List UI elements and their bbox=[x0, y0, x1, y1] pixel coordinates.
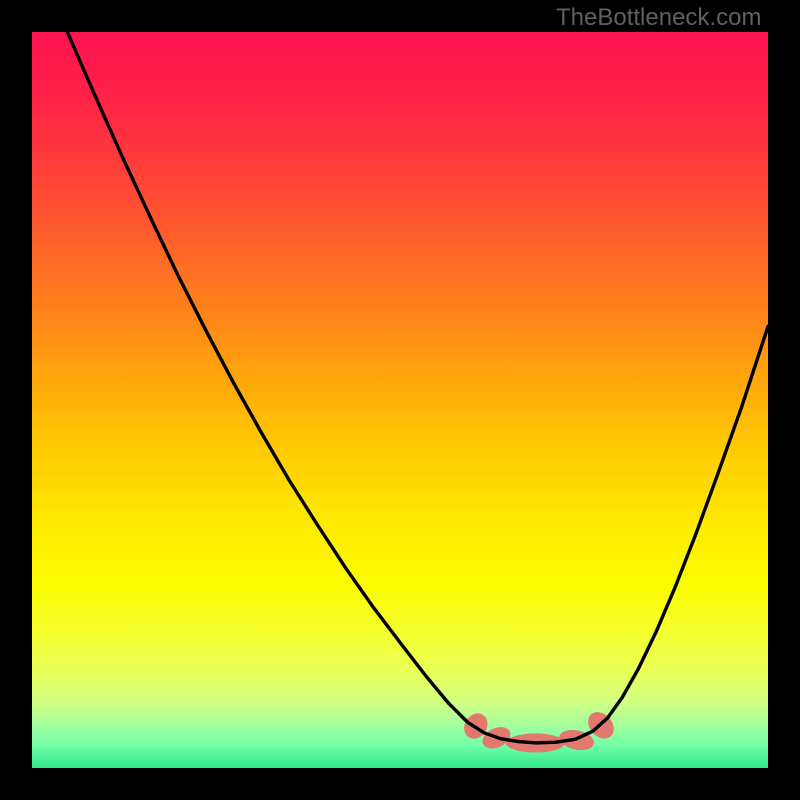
watermark-text: TheBottleneck.com bbox=[556, 4, 761, 32]
bottleneck-curve bbox=[67, 32, 768, 743]
plot-area bbox=[32, 32, 768, 768]
chart-frame: TheBottleneck.com bbox=[0, 0, 800, 800]
curve-layer bbox=[32, 32, 768, 768]
